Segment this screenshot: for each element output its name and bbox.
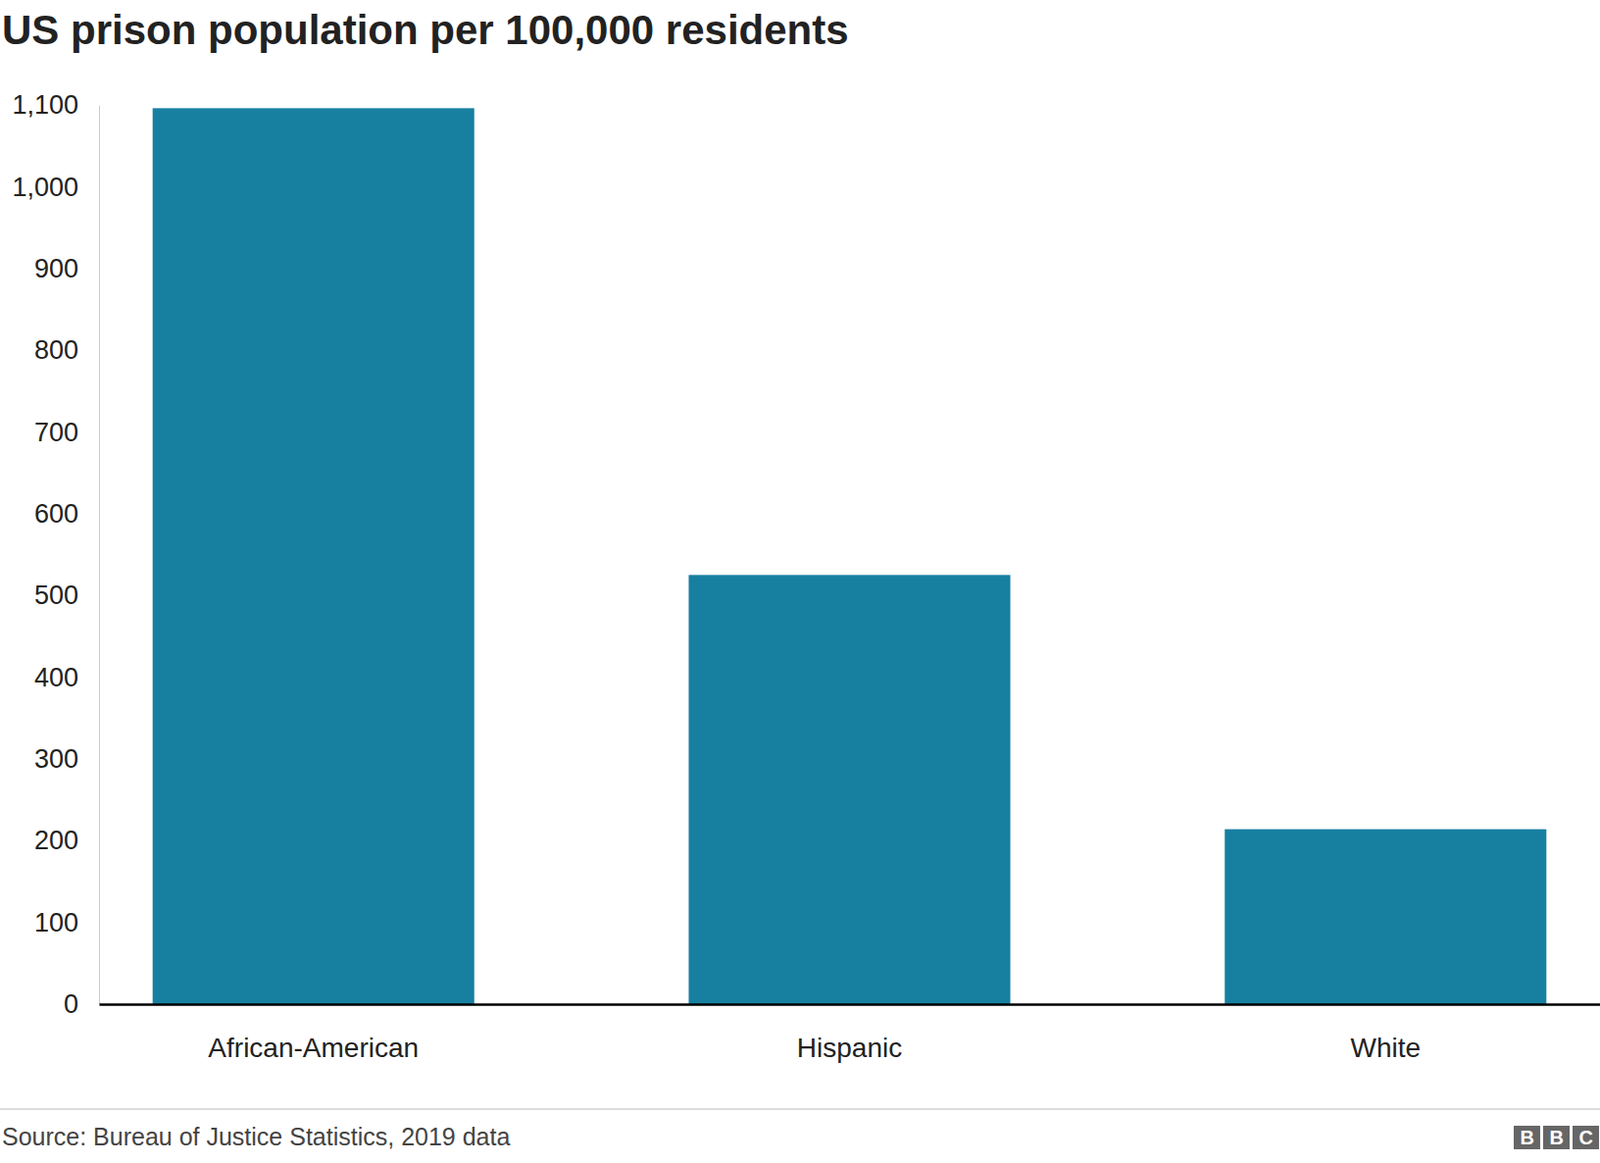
y-tick-label: 200 <box>34 825 79 855</box>
logo-text: BBC <box>1520 1126 1600 1149</box>
y-tick-label: 900 <box>34 253 79 284</box>
x-tick-label: Hispanic <box>797 1032 902 1063</box>
y-tick: 0 <box>63 989 100 1019</box>
footer-rule <box>0 1108 1600 1110</box>
y-tick: 100 <box>34 907 100 938</box>
y-tick: 500 <box>34 580 100 610</box>
x-tick: Hispanic <box>797 1003 902 1063</box>
y-tick-label: 1,100 <box>11 90 79 120</box>
y-tick-label: 400 <box>34 662 79 693</box>
y-tick-label: 100 <box>34 907 79 938</box>
chart-container: US prison population per 100,000 residen… <box>0 0 1600 1163</box>
y-tick-label: 700 <box>34 417 79 448</box>
y-tick-label: 800 <box>34 335 79 365</box>
x-tick-label: White <box>1350 1032 1421 1063</box>
y-tick-label: 600 <box>34 499 79 529</box>
y-tick-label: 1,000 <box>11 172 79 202</box>
bar <box>1224 829 1547 1004</box>
y-axis-line <box>99 105 100 1005</box>
y-tick: 700 <box>34 417 100 448</box>
y-tick: 1,000 <box>11 172 100 202</box>
x-tick: African-American <box>207 1003 419 1063</box>
bar <box>688 574 1010 1004</box>
source: Source: Bureau of Justice Statistics, 20… <box>1 1122 510 1150</box>
x-tick: White <box>1350 1003 1421 1063</box>
y-axis: 0 100 200 300 400 500 600 700 800 900 1,000 1,100 <box>11 90 100 1019</box>
y-tick: 400 <box>34 662 100 693</box>
y-tick: 900 <box>34 253 100 284</box>
y-tick: 200 <box>34 825 100 855</box>
x-axis-line <box>100 1002 1600 1006</box>
y-tick-label: 0 <box>63 989 79 1019</box>
y-tick-label: 500 <box>34 580 79 610</box>
y-tick: 600 <box>34 499 100 529</box>
y-tick-label: 300 <box>34 744 79 774</box>
x-tick-label: African-American <box>207 1032 419 1063</box>
y-tick: 1,100 <box>11 90 100 120</box>
y-tick: 800 <box>34 335 100 365</box>
title: US prison population per 100,000 residen… <box>1 6 850 53</box>
bars <box>152 107 1548 1004</box>
bar <box>152 107 475 1004</box>
logo: BBC <box>1513 1125 1600 1150</box>
chart-svg: US prison population per 100,000 residen… <box>0 0 1600 1163</box>
x-axis: African-American Hispanic White <box>100 1003 1600 1063</box>
y-tick: 300 <box>34 744 100 774</box>
